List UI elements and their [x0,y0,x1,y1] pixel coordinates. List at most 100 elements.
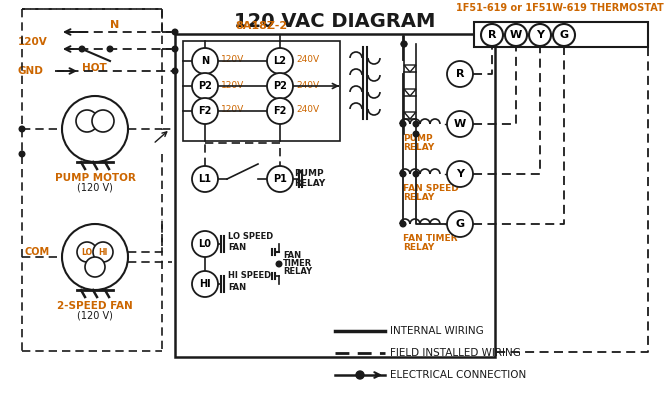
Circle shape [447,111,473,137]
Text: TIMER: TIMER [283,259,312,269]
Circle shape [400,171,406,177]
Circle shape [447,161,473,187]
Circle shape [401,41,407,47]
Text: F2: F2 [273,106,287,116]
Text: L1: L1 [198,174,212,184]
Text: HI SPEED: HI SPEED [228,272,271,280]
Bar [474,22,648,47]
Circle shape [19,151,25,157]
Circle shape [107,46,113,52]
Text: P2: P2 [273,81,287,91]
Circle shape [413,121,419,127]
Polygon shape [404,112,416,119]
Text: FAN SPEED: FAN SPEED [403,184,459,193]
Text: 8A18Z-2: 8A18Z-2 [235,21,287,31]
Circle shape [172,46,178,52]
Text: 120V: 120V [221,106,245,114]
Circle shape [401,41,407,47]
Text: (120 V): (120 V) [77,183,113,193]
Circle shape [529,24,551,46]
Circle shape [400,221,406,227]
Text: Y: Y [456,169,464,179]
Text: HI: HI [98,248,108,256]
Circle shape [192,48,218,74]
Text: N: N [111,20,120,30]
Text: 240V: 240V [296,80,319,90]
Circle shape [400,121,406,127]
Circle shape [62,96,128,162]
Text: P1: P1 [273,174,287,184]
Text: (120 V): (120 V) [77,311,113,321]
Text: FAN TIMER: FAN TIMER [403,234,458,243]
Polygon shape [404,65,416,72]
Circle shape [267,48,293,74]
Circle shape [76,110,98,132]
Text: W: W [510,30,522,40]
Text: 120V: 120V [221,80,245,90]
Text: 120 VAC DIAGRAM: 120 VAC DIAGRAM [234,12,436,31]
Text: INTERNAL WIRING: INTERNAL WIRING [390,326,484,336]
Text: R: R [488,30,496,40]
Text: FIELD INSTALLED WIRING: FIELD INSTALLED WIRING [390,348,521,358]
Circle shape [413,131,419,137]
Circle shape [413,171,419,177]
Circle shape [356,371,364,379]
Text: 120V: 120V [221,55,245,65]
Circle shape [85,257,105,277]
Circle shape [267,98,293,124]
Text: GND: GND [18,66,44,76]
Text: COM: COM [25,247,50,257]
Circle shape [276,261,282,267]
Circle shape [79,46,85,52]
Circle shape [92,110,114,132]
Circle shape [62,224,128,290]
Text: 2-SPEED FAN: 2-SPEED FAN [57,301,133,311]
Circle shape [19,126,25,132]
Circle shape [267,73,293,99]
Text: FAN: FAN [228,243,246,251]
Text: RELAY: RELAY [403,143,434,152]
Text: 1F51-619 or 1F51W-619 THERMOSTAT: 1F51-619 or 1F51W-619 THERMOSTAT [456,3,664,13]
Text: N: N [201,56,209,66]
Text: G: G [456,219,464,229]
Text: LO SPEED: LO SPEED [228,232,273,241]
Text: 240V: 240V [296,106,319,114]
Text: 240V: 240V [296,55,319,65]
Text: PUMP MOTOR: PUMP MOTOR [54,173,135,183]
Text: LO: LO [82,248,92,256]
Text: ELECTRICAL CONNECTION: ELECTRICAL CONNECTION [390,370,526,380]
Circle shape [93,242,113,262]
Circle shape [505,24,527,46]
Bar [183,41,340,141]
Circle shape [553,24,575,46]
Circle shape [172,68,178,74]
Text: HI: HI [199,279,211,289]
Polygon shape [404,89,416,96]
Circle shape [192,166,218,192]
Circle shape [447,61,473,87]
Circle shape [172,29,178,35]
Text: FAN: FAN [283,251,301,261]
Text: G: G [559,30,569,40]
Text: R: R [456,69,464,79]
Text: HOT: HOT [82,63,107,73]
Circle shape [192,98,218,124]
Text: L0: L0 [198,239,212,249]
Text: RELAY: RELAY [294,179,325,189]
Circle shape [77,242,97,262]
Text: W: W [454,119,466,129]
Text: L2: L2 [273,56,287,66]
Text: RELAY: RELAY [403,243,434,252]
Bar [175,34,495,357]
Text: P2: P2 [198,81,212,91]
Text: PUMP: PUMP [403,134,433,143]
Text: 120V: 120V [18,37,48,47]
Text: PUMP: PUMP [294,170,324,178]
Text: RELAY: RELAY [403,193,434,202]
Text: Y: Y [536,30,544,40]
Circle shape [192,231,218,257]
Circle shape [192,73,218,99]
Text: FAN: FAN [228,282,246,292]
Circle shape [481,24,503,46]
Text: F2: F2 [198,106,212,116]
